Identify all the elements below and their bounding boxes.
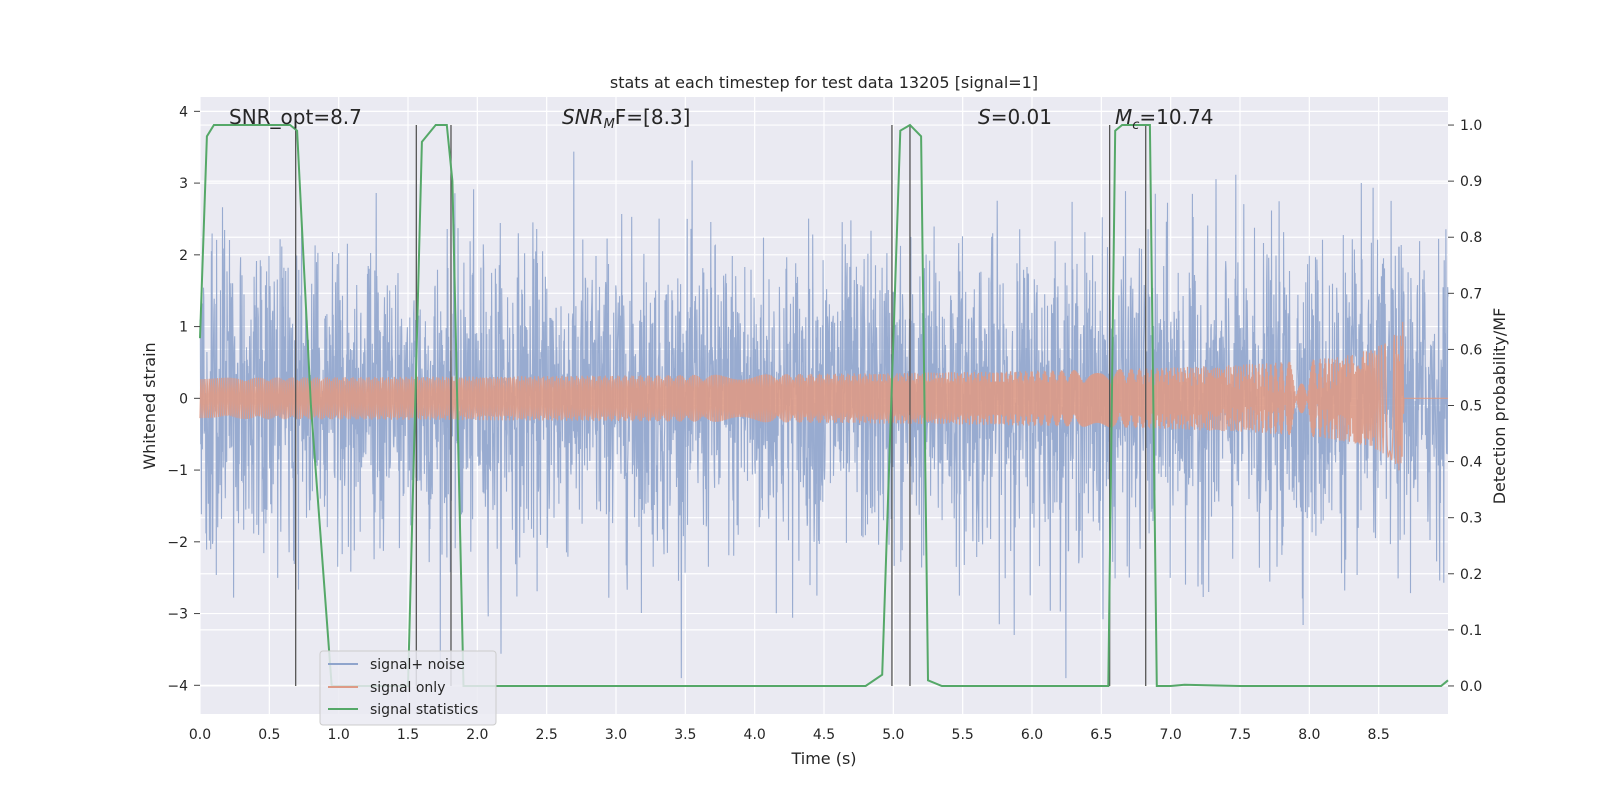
y-axis-label: Whitened strain	[140, 342, 159, 469]
x-tick-label: 6.5	[1090, 727, 1112, 743]
signal-only-series	[199, 321, 1448, 471]
x-tick-labels: 0.0 0.5 1.0 1.5 2.0 2.5 3.0 3.5 4.0 4.5 5.0 5.5 6.0 6…	[189, 727, 1390, 743]
x-tick-label: 2.5	[536, 727, 558, 743]
legend-label-stat: signal statistics	[370, 702, 478, 718]
x-tick-label: 8.5	[1368, 727, 1390, 743]
y-tick-label: −3	[167, 607, 188, 623]
x-tick-label: 1.0	[328, 727, 350, 743]
y-tick-label: 2	[179, 248, 188, 264]
y2-tick-label: 0.5	[1460, 399, 1482, 415]
annotation-s: S=0.01	[978, 105, 1052, 129]
signal-statistics-series	[199, 123, 1449, 687]
x-tick-label: 7.0	[1160, 727, 1182, 743]
y2-axis-label: Detection probability/MF	[1490, 308, 1509, 505]
x-tick-label: 0.5	[258, 727, 280, 743]
y2-tick-label: 0.6	[1460, 342, 1482, 358]
legend-box	[319, 650, 497, 726]
annotation-mc: Mc=10.74	[1115, 105, 1213, 133]
y-tick-label: −4	[167, 678, 188, 694]
x-tick-label: 0.0	[189, 727, 211, 743]
x-tick-label: 7.5	[1229, 727, 1251, 743]
x-tick-label: 3.0	[605, 727, 627, 743]
x-tick-label: 4.0	[744, 727, 766, 743]
y-tick-label: 4	[179, 104, 188, 120]
x-tick-label: 5.0	[882, 727, 904, 743]
y-tick-label: 3	[179, 176, 188, 192]
annotation-snr-opt: SNR_opt=8.7	[229, 105, 362, 129]
y2-tick-label: 0.1	[1460, 623, 1482, 639]
y-tick-label: −2	[167, 535, 188, 551]
x-axis-label: Time (s)	[790, 749, 856, 768]
chart-title: stats at each timestep for test data 132…	[610, 73, 1038, 92]
signal-statistics-line	[199, 123, 1449, 687]
x-tick-label: 3.5	[674, 727, 696, 743]
y2-tick-label: 0.9	[1460, 174, 1482, 190]
x-tick-label: 1.5	[397, 727, 419, 743]
y2-tick-label: 0.7	[1460, 286, 1482, 302]
y2-tick-label: 0.0	[1460, 679, 1482, 695]
legend-label-noise: signal+ noise	[370, 657, 465, 673]
legend-label-signal: signal only	[370, 680, 445, 696]
y2-tick-label: 0.8	[1460, 230, 1482, 246]
y-tick-label: 0	[179, 391, 188, 407]
y-tick-labels: 4 3 2 1 0 −1 −2 −3 −4	[167, 104, 200, 694]
legend: signal+ noise signal only signal statist…	[319, 650, 497, 726]
signal-only-line	[199, 321, 1448, 471]
annotation-snr-mf: SNRMF=[8.3]	[562, 105, 690, 132]
x-tick-label: 4.5	[813, 727, 835, 743]
y2-tick-label: 0.2	[1460, 567, 1482, 583]
x-tick-label: 6.0	[1021, 727, 1043, 743]
y2-tick-label: 0.4	[1460, 455, 1482, 471]
x-tick-label: 5.5	[952, 727, 974, 743]
y2-tick-label: 1.0	[1460, 118, 1482, 134]
x-tick-label: 8.0	[1298, 727, 1320, 743]
x-tick-label: 2.0	[466, 727, 488, 743]
y2-tick-label: 0.3	[1460, 511, 1482, 527]
y-tick-label: −1	[167, 463, 188, 479]
y2-tick-labels: 1.0 0.9 0.8 0.7 0.6 0.5 0.4 0.3 0.2 0.1 0.0	[1448, 118, 1482, 695]
y-tick-label: 1	[179, 320, 188, 336]
